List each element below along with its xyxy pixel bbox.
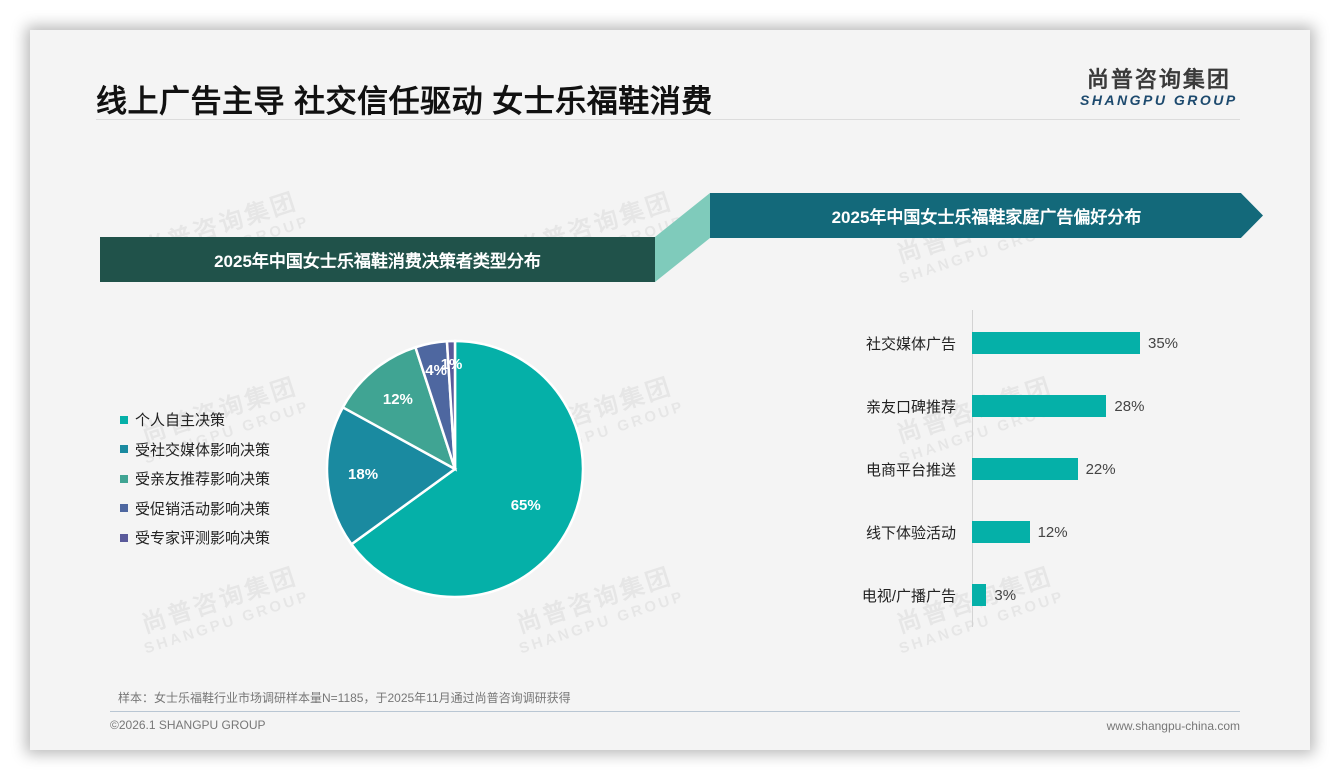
pie-chart-title-banner: 2025年中国女士乐福鞋消费决策者类型分布 bbox=[100, 237, 655, 282]
bar-category-label: 电视/广播广告 bbox=[861, 587, 956, 605]
pie-slice bbox=[349, 339, 585, 599]
bar-category-label: 电商平台推送 bbox=[865, 461, 956, 479]
legend-item: 受亲友推荐影响决策 bbox=[120, 464, 270, 494]
copyright: ©2026.1 SHANGPU GROUP bbox=[110, 718, 266, 732]
pie-slice-label: 18% bbox=[348, 466, 379, 484]
pie-slice-label: 1% bbox=[440, 355, 463, 373]
bar-row: 电视/广播广告 3% bbox=[770, 584, 1016, 606]
banner-connector bbox=[655, 193, 710, 282]
legend-swatch bbox=[120, 533, 128, 542]
website-link[interactable]: www.shangpu-china.com bbox=[1106, 719, 1240, 733]
pie-slice-label: 12% bbox=[382, 391, 413, 409]
bar bbox=[972, 332, 1140, 354]
bar-row: 线下体验活动 12% bbox=[770, 521, 1068, 543]
legend-swatch bbox=[120, 415, 128, 424]
bar-value-label: 22% bbox=[1085, 460, 1116, 478]
legend-swatch bbox=[120, 474, 128, 483]
pie-chart: 65% 18% 12% 4% 1% bbox=[320, 335, 590, 605]
pie-slice bbox=[341, 345, 458, 472]
legend-item: 受社交媒体影响决策 bbox=[120, 435, 270, 465]
sample-note: 样本：女士乐福鞋行业市场调研样本量N=1185，于2025年11月通过尚普咨询调… bbox=[118, 691, 571, 705]
logo-en-text: SHANGPU GROUP bbox=[1080, 92, 1238, 108]
bar-value-label: 35% bbox=[1148, 334, 1179, 352]
pie-slice bbox=[325, 405, 458, 546]
pie-legend: 个人自主决策 受社交媒体影响决策 受亲友推荐影响决策 受促销活动影响决策 受专家… bbox=[120, 405, 270, 553]
legend-swatch bbox=[120, 504, 128, 513]
legend-item: 受专家评测影响决策 bbox=[120, 523, 270, 553]
bar-category-label: 线下体验活动 bbox=[865, 524, 956, 542]
bar-category-label: 亲友口碑推荐 bbox=[865, 398, 956, 416]
legend-swatch bbox=[120, 445, 128, 454]
pie-slice-label: 4% bbox=[425, 362, 447, 380]
bar bbox=[972, 458, 1078, 480]
bar bbox=[972, 521, 1030, 543]
bar-value-label: 28% bbox=[1114, 397, 1145, 415]
bar-row: 社交媒体广告 35% bbox=[770, 332, 1178, 354]
page-title: 线上广告主导 社交信任驱动 女士乐福鞋消费 bbox=[96, 84, 713, 119]
bar-chart-title-banner: 2025年中国女士乐福鞋家庭广告偏好分布 bbox=[710, 193, 1263, 238]
company-logo: 尚普咨询集团 SHANGPU GROUP bbox=[1080, 62, 1238, 108]
legend-item: 个人自主决策 bbox=[120, 405, 270, 435]
pie-slice-label: 65% bbox=[510, 496, 541, 514]
bar-value-label: 3% bbox=[994, 586, 1017, 604]
bar-value-label: 12% bbox=[1037, 523, 1068, 541]
footer-divider bbox=[110, 711, 1240, 712]
bar-row: 亲友口碑推荐 28% bbox=[770, 395, 1144, 417]
bar-category-label: 社交媒体广告 bbox=[865, 335, 956, 353]
bar bbox=[972, 584, 987, 606]
logo-cn-text: 尚普咨询集团 bbox=[1086, 67, 1231, 92]
pie-slice bbox=[445, 339, 457, 470]
bar-row: 电商平台推送 22% bbox=[770, 458, 1116, 480]
title-divider bbox=[96, 119, 1240, 120]
bar bbox=[972, 395, 1107, 417]
legend-item: 受促销活动影响决策 bbox=[120, 494, 270, 524]
